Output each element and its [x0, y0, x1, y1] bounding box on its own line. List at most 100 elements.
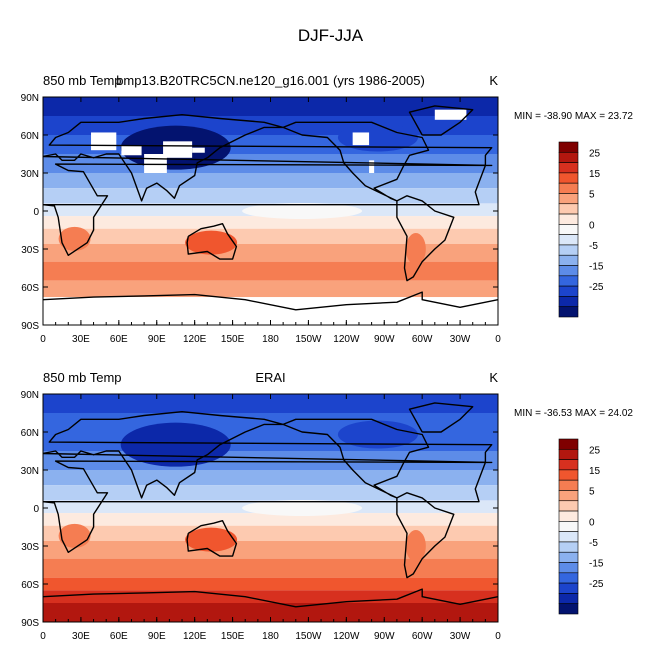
x-tick-label: 30W	[450, 631, 471, 642]
color-band	[43, 280, 498, 298]
warm-anomaly-australia	[185, 527, 238, 552]
missing-data-patch	[352, 132, 370, 146]
x-tick-label: 60W	[412, 334, 433, 345]
coastline	[396, 195, 455, 282]
panel-stats: MIN = -38.90 MAX = 23.72	[514, 111, 633, 122]
colorbar-label: -25	[589, 282, 604, 293]
missing-data-patch	[434, 109, 467, 120]
warm-anomaly-south-america	[405, 530, 426, 562]
x-tick-label: 60E	[110, 631, 128, 642]
colorbar-swatch	[558, 224, 579, 235]
x-tick-label: 0	[495, 334, 501, 345]
coastline	[43, 163, 487, 256]
y-tick-label: 60S	[21, 580, 39, 591]
x-tick-label: 90E	[148, 631, 166, 642]
colorbar-swatch	[558, 551, 579, 563]
warm-anomaly-australia	[185, 230, 238, 255]
x-tick-label: 120W	[333, 334, 360, 345]
y-tick-label: 60S	[21, 283, 39, 294]
x-tick-label: 30W	[450, 334, 471, 345]
x-tick-label: 120E	[183, 631, 207, 642]
colorbar-label: -15	[589, 262, 604, 273]
colorbar-label: -25	[589, 579, 604, 590]
x-tick-label: 30E	[72, 631, 90, 642]
x-tick-label: 150E	[221, 334, 245, 345]
panel-center-title: ERAI	[255, 370, 285, 385]
neutral-band-pacific	[242, 500, 363, 516]
colorbar-swatch	[558, 459, 579, 471]
panel-units: K	[489, 73, 498, 88]
x-tick-label: 0	[40, 631, 46, 642]
color-band	[43, 173, 498, 189]
panel-center-title: bmp13.B20TRC5CN.ne120_g16.001 (yrs 1986-…	[116, 73, 425, 88]
missing-data-patch	[369, 160, 375, 173]
panel-stats: MIN = -36.53 MAX = 24.02	[514, 408, 633, 419]
color-band	[43, 558, 498, 578]
coastline	[186, 223, 238, 260]
x-tick-label: 90E	[148, 334, 166, 345]
colorbar-swatch	[558, 182, 579, 194]
colorbar-label: 25	[589, 148, 601, 159]
color-band	[43, 243, 498, 262]
panel-left-title: 850 mb Temp	[43, 73, 122, 88]
plot-area	[43, 97, 498, 325]
color-band	[43, 513, 498, 526]
coastline	[43, 411, 493, 499]
colorbar-label: 0	[589, 220, 595, 231]
cold-anomaly-canada	[337, 420, 418, 449]
colorbar-label: 25	[589, 445, 601, 456]
y-tick-label: 60N	[21, 428, 39, 439]
x-tick-label: 90W	[374, 631, 395, 642]
colorbar-swatch	[558, 448, 579, 460]
neutral-band-pacific	[242, 203, 363, 219]
colorbar-label: 0	[589, 517, 595, 528]
x-tick-label: 60W	[412, 631, 433, 642]
coastline	[396, 492, 455, 579]
coastline	[43, 460, 487, 553]
y-tick-label: 0	[33, 207, 39, 218]
x-tick-label: 150W	[295, 334, 322, 345]
colorbar-swatch	[558, 244, 579, 256]
y-tick-label: 90N	[21, 93, 39, 104]
colorbar-swatch	[558, 162, 579, 174]
coastline	[43, 291, 498, 311]
colorbar-swatch	[558, 296, 579, 308]
colorbar-label: -15	[589, 559, 604, 570]
color-band	[43, 470, 498, 486]
colorbar-label: -5	[589, 241, 598, 252]
color-band	[43, 485, 498, 501]
panel-1: 0 30E 60E 90E 120E 150E 180 150W 120W 90W 60W 30W 09…	[21, 73, 634, 345]
missing-data-patch	[91, 132, 117, 151]
colorbar-swatch	[558, 172, 579, 184]
colorbar-swatch	[558, 479, 579, 491]
y-tick-label: 90N	[21, 390, 39, 401]
coastline	[282, 418, 430, 499]
color-band	[43, 216, 498, 229]
y-tick-label: 30S	[21, 245, 39, 256]
x-tick-label: 180	[262, 631, 279, 642]
y-tick-label: 30N	[21, 466, 39, 477]
color-band	[43, 228, 498, 244]
x-tick-label: 90W	[374, 334, 395, 345]
coastline	[43, 114, 493, 202]
colorbar-label: 15	[589, 466, 601, 477]
colorbar-swatch	[558, 593, 579, 605]
color-band	[43, 261, 498, 281]
x-tick-label: 0	[40, 334, 46, 345]
colorbar-swatch	[558, 603, 579, 615]
colorbar-swatch	[558, 521, 579, 532]
colorbar-swatch	[558, 213, 579, 225]
missing-data-patch	[121, 145, 142, 156]
x-tick-label: 180	[262, 334, 279, 345]
y-tick-label: 0	[33, 504, 39, 515]
panel-left-title: 850 mb Temp	[43, 370, 122, 385]
colorbar-swatch	[558, 582, 579, 594]
colorbar-label: -5	[589, 538, 598, 549]
colorbar-label: 15	[589, 169, 601, 180]
colorbar-swatch	[558, 203, 579, 215]
coastline	[186, 520, 238, 557]
missing-data-patch	[163, 141, 193, 158]
y-tick-label: 30N	[21, 169, 39, 180]
colorbar-swatch	[558, 510, 579, 522]
